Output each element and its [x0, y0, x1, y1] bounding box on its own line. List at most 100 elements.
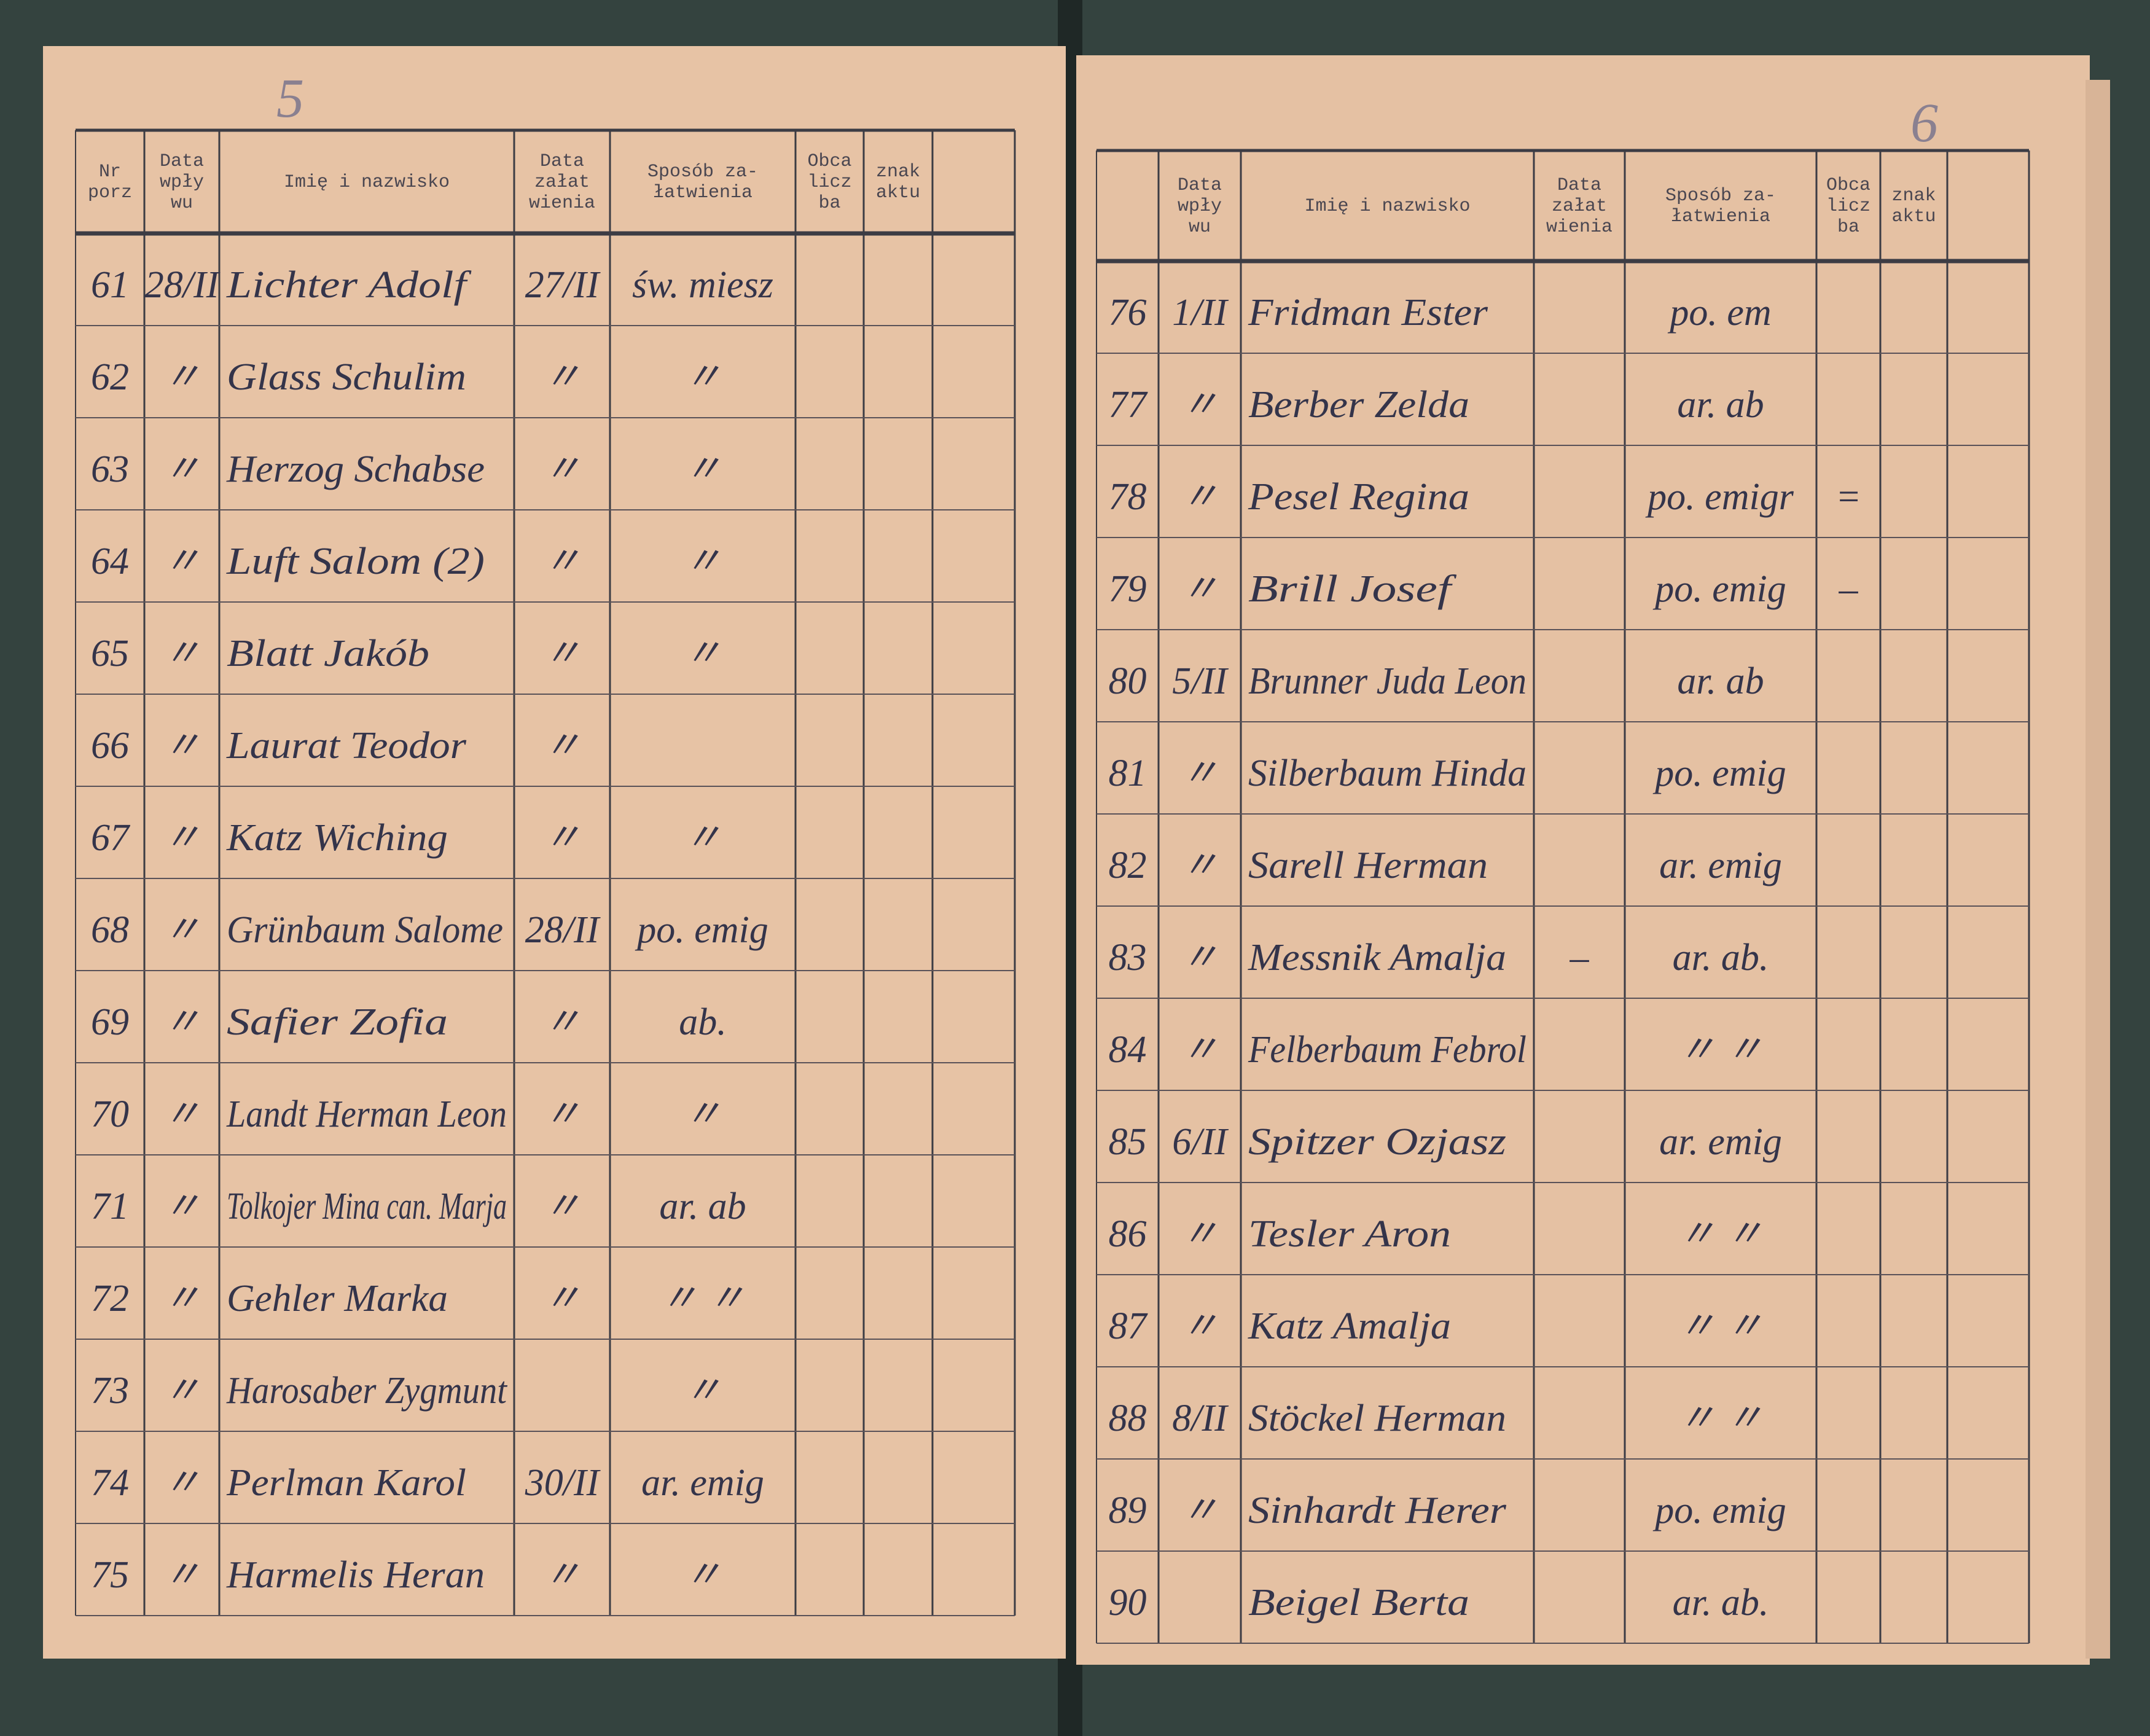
cell-name: Sarell Herman	[1248, 845, 1488, 886]
column-header: licz	[807, 172, 851, 193]
cell-received: 1/II	[1172, 292, 1229, 334]
cell-method: ar. emig	[1659, 845, 1782, 886]
cell-done: 〃	[543, 541, 581, 582]
column-header: wienia	[1546, 217, 1612, 238]
cell-name: Katz Amalja	[1248, 1305, 1451, 1347]
cell-nr: 64	[91, 541, 129, 582]
cell-name: Luft Salom (2)	[226, 541, 485, 582]
cell-name: Sinhardt Herer	[1248, 1490, 1507, 1531]
cell-nr: 69	[91, 1001, 129, 1043]
cell-nr: 70	[91, 1093, 129, 1135]
cell-method: 〃	[684, 448, 722, 490]
column-header: aktu	[876, 182, 920, 203]
column-header: ba	[818, 193, 840, 214]
cell-received: 〃	[1181, 753, 1219, 794]
cell-received: 〃	[163, 541, 201, 582]
cell-name: Landt Herman Leon	[226, 1093, 507, 1135]
cell-received: 5/II	[1172, 660, 1229, 702]
cell-nr: 87	[1109, 1305, 1149, 1347]
cell-nr: 81	[1109, 753, 1147, 794]
cell-method: po. emig	[635, 909, 768, 951]
cell-nr: 86	[1109, 1213, 1147, 1255]
cell-method: 〃	[684, 356, 722, 398]
cell-nr: 83	[1109, 937, 1147, 979]
cell-done: 〃	[543, 448, 581, 490]
cell-name: Blatt Jakób	[227, 633, 429, 674]
cell-done: 〃	[543, 1001, 581, 1043]
cell-received: 〃	[163, 1186, 201, 1227]
cell-name: Brill Josef	[1248, 568, 1457, 610]
cell-nr: 78	[1109, 476, 1147, 518]
column-header: łatwienia	[1671, 206, 1770, 227]
cell-nr: 88	[1109, 1398, 1147, 1439]
cell-name: Tesler Aron	[1248, 1213, 1451, 1255]
cell-nr: 90	[1109, 1582, 1147, 1624]
cell-received: 6/II	[1172, 1121, 1229, 1163]
cell-method: 〃	[684, 1370, 722, 1412]
column-header: Imię i nazwisko	[1304, 196, 1470, 217]
cell-nr: 89	[1109, 1490, 1147, 1531]
column-header: wu	[1189, 217, 1211, 238]
cell-name: Fridman Ester	[1248, 292, 1488, 334]
cell-done: 〃	[543, 633, 581, 674]
cell-nr: 68	[91, 909, 129, 951]
cell-received: 〃	[163, 1278, 201, 1320]
cell-name: Brunner Juda Leon	[1248, 660, 1526, 702]
column-header: Data	[160, 151, 204, 172]
column-header: wpły	[1178, 196, 1222, 217]
cell-received: 〃	[1181, 1490, 1219, 1531]
cell-method: 〃	[684, 541, 722, 582]
column-header: Data	[1178, 175, 1222, 196]
column-header: załat	[534, 172, 590, 193]
cell-method: 〃	[684, 817, 722, 859]
cell-received: 〃	[163, 1001, 201, 1043]
left-page	[43, 46, 1066, 1659]
cell-name: Perlman Karol	[226, 1462, 466, 1504]
cell-received: 〃	[1181, 937, 1219, 979]
cell-nr: 61	[91, 264, 129, 306]
cell-nr: 62	[91, 356, 129, 398]
cell-nr: 84	[1109, 1029, 1147, 1071]
column-header: licz	[1826, 196, 1871, 217]
cell-name: Berber Zelda	[1248, 384, 1469, 426]
cell-done: 〃	[543, 1278, 581, 1320]
cell-received: 〃	[163, 817, 201, 859]
page-number: 5	[276, 68, 304, 129]
cell-method: ar. emig	[1659, 1121, 1782, 1163]
cell-method: ar. emig	[641, 1462, 764, 1504]
column-header: Data	[540, 151, 584, 172]
cell-name: Harmelis Heran	[226, 1554, 485, 1596]
cell-received: 8/II	[1172, 1398, 1229, 1439]
cell-other: –	[1839, 568, 1859, 610]
cell-nr: 77	[1109, 384, 1149, 426]
cell-nr: 63	[91, 448, 129, 490]
cell-method: ar. ab	[1677, 660, 1764, 702]
column-header: ba	[1837, 217, 1859, 238]
cell-nr: 74	[91, 1462, 129, 1504]
cell-nr: 66	[91, 725, 129, 767]
column-header: wpły	[160, 172, 204, 193]
column-header: Obca	[1826, 175, 1871, 196]
cell-method: 〃	[684, 633, 722, 674]
cell-done: 27/II	[525, 264, 601, 306]
column-header: Sposób za-	[1665, 186, 1776, 206]
cell-method: 〃 〃	[1678, 1029, 1764, 1071]
cell-name: Stöckel Herman	[1248, 1398, 1506, 1439]
page-edges	[2086, 80, 2110, 1659]
cell-nr: 80	[1109, 660, 1147, 702]
cell-other: =	[1835, 476, 1861, 518]
column-header: aktu	[1891, 206, 1936, 227]
cell-received: 28/II	[145, 264, 221, 306]
cell-method: 〃 〃	[1678, 1213, 1764, 1255]
cell-nr: 71	[91, 1186, 129, 1227]
cell-method: św. miesz	[632, 264, 773, 306]
cell-method: ar. ab	[1677, 384, 1764, 426]
cell-done: 〃	[543, 356, 581, 398]
cell-method: 〃 〃	[660, 1278, 746, 1320]
cell-received: 〃	[1181, 476, 1219, 518]
cell-name: Spitzer Ozjasz	[1248, 1121, 1506, 1163]
column-header: Data	[1557, 175, 1601, 196]
cell-method: 〃 〃	[1678, 1398, 1764, 1439]
cell-received: 〃	[163, 909, 201, 951]
